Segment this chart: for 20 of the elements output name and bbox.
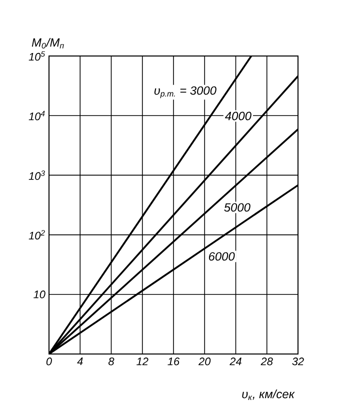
x-tick-label: 4 — [77, 358, 83, 366]
x-tick-label: 0 — [46, 358, 52, 366]
x-tick-label: 12 — [136, 358, 148, 366]
y-axis-title: M$_{0}$/M$_{п}$ — [32, 38, 64, 48]
x-tick-label: 8 — [108, 358, 114, 366]
x-axis-title: υ$_{к}$, км/сек — [242, 390, 295, 400]
x-tick-label: 24 — [230, 358, 242, 366]
y-tick-label: 10$^{5}$ — [28, 51, 45, 61]
y-tick-label: 10$^{2}$ — [28, 230, 45, 240]
x-tick-label: 28 — [260, 358, 273, 366]
y-tick-label: 10 — [34, 290, 46, 298]
x-tick-label: 16 — [168, 358, 180, 366]
x-tick-label: 20 — [198, 358, 211, 366]
series-label: υ$_{р.т.}$ = 3000 — [154, 86, 216, 98]
series-label: 4000 — [224, 112, 252, 120]
x-tick-label: 32 — [292, 358, 304, 366]
series-label: 6000 — [208, 252, 235, 261]
y-tick-label: 10$^{4}$ — [28, 110, 45, 120]
series-label: 5000 — [224, 203, 250, 212]
y-tick-label: 10$^{3}$ — [28, 170, 45, 180]
